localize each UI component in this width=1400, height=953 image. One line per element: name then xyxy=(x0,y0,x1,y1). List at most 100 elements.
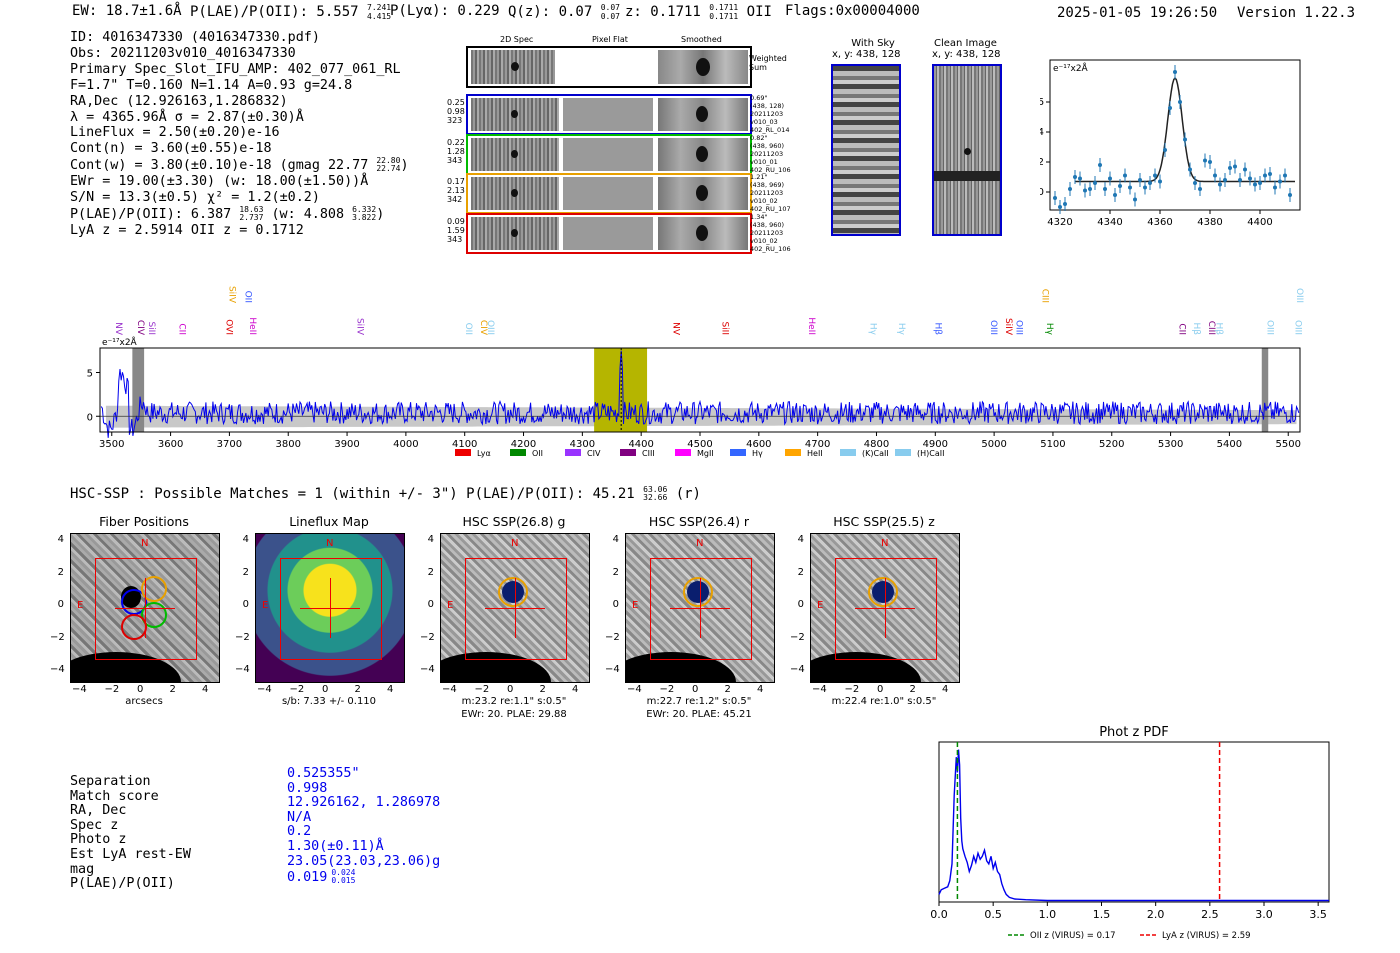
panel-ytick-label: −4 xyxy=(420,664,435,675)
panel-sub: EWr: 20. PLAE: 45.21 xyxy=(646,709,752,720)
line-fit-point xyxy=(1178,100,1182,104)
line-fit-point xyxy=(1218,182,1222,187)
cutout-right-value: v010_01 xyxy=(750,157,778,166)
info-contw: Cont(w) = 3.80(±0.10)e-18 (gmag 22.77 22… xyxy=(70,156,409,174)
weighted-sum-2dspec xyxy=(471,50,555,84)
spectrum-line-label: CII xyxy=(1176,323,1186,335)
line-fit-point xyxy=(1128,185,1132,190)
spectrum-xtick-label: 4800 xyxy=(864,439,889,450)
cutout-row-2 xyxy=(466,173,752,214)
line-fit-point xyxy=(1233,164,1237,169)
spectrum-line-label: OII xyxy=(463,323,473,335)
photz-xtick-label: 0.0 xyxy=(930,908,948,921)
info-plae: P(LAE)/P(OII): 6.387 18.63 2.737 (w: 4.80… xyxy=(70,204,385,222)
line-fit-point xyxy=(1068,187,1072,191)
photz-pdf-chart: Phot z PDF 0.0 0.5 1.0 1.5 2.0 2.5 3.0 3.5 OII z … xyxy=(930,725,1330,941)
spectrum-legend-label: HeII xyxy=(807,449,823,458)
spectrum-legend-swatch xyxy=(565,449,581,456)
info-params: F=1.7" T=0.160 N=1.14 A=0.93 g=24.8 xyxy=(70,77,353,93)
panel-ytick-label: −2 xyxy=(50,631,65,643)
header-datetime: 2025-01-05 19:26:50 xyxy=(1057,5,1218,21)
line-fit-xtick-label: 4340 xyxy=(1097,217,1122,228)
line-fit-point xyxy=(1133,197,1137,202)
spectrum-legend-swatch xyxy=(675,449,691,456)
panel-xtick-label: 2 xyxy=(354,684,361,695)
line-fit-point xyxy=(1163,148,1167,152)
cutout-flat xyxy=(563,98,653,131)
panel-xtick-label: 4 xyxy=(942,684,949,695)
line-fit-point xyxy=(1073,175,1077,179)
panel-aperture xyxy=(498,577,528,607)
cutout-flat xyxy=(563,177,653,210)
cutout-smoothed xyxy=(658,98,748,131)
cutout-right-value: 402_RU_106 xyxy=(750,165,791,174)
info-id: ID: 4016347330 (4016347330.pdf) xyxy=(70,30,320,45)
cutout-left-values: 0.22 1.28 343 xyxy=(447,138,465,165)
panel-xtick-label: 2 xyxy=(169,684,176,695)
line-fit-point xyxy=(1258,181,1262,185)
panel-xtick-label: 4 xyxy=(387,684,394,695)
panel-xtick-label: 2 xyxy=(539,684,546,695)
with-sky-xy: x, y: 438, 128 xyxy=(832,49,901,60)
spectrum-line-label: OIII xyxy=(1294,288,1304,303)
info-contw-hi: 22.80 xyxy=(376,156,401,166)
with-sky-image xyxy=(831,64,901,236)
spectrum-line-label: SiII xyxy=(719,321,729,335)
spectrum-xtick-label: 4500 xyxy=(687,439,712,450)
spectrum-legend-label: (H)CaII xyxy=(917,449,944,458)
compass-n: N xyxy=(696,538,704,549)
spectrum-line-label: Hβ xyxy=(1191,322,1201,335)
panel-ytick-label: 4 xyxy=(612,534,619,545)
info-radec: RA,Dec (12.926163,1.286832) xyxy=(70,93,288,109)
match-value-text: 0.998 xyxy=(287,780,328,796)
hsc-header: HSC-SSP : Possible Matches = 1 (within +… xyxy=(70,486,701,503)
header-plae-hi: 7.241 xyxy=(367,3,392,12)
line-fit-point xyxy=(1223,178,1227,182)
line-fit-point xyxy=(1248,176,1252,181)
cutout-right-value: v010_02 xyxy=(750,197,778,205)
spectrum-xtick-label: 5200 xyxy=(1099,439,1124,450)
cutout-2dspec xyxy=(471,98,559,131)
panel-xlabel: m:22.4 re:1.0" s:0.5" xyxy=(831,696,937,707)
panel-ytick-label: −2 xyxy=(790,631,805,643)
clean-image xyxy=(932,64,1002,236)
match-value: 0.998 xyxy=(287,780,440,797)
spectrum-legend-swatch xyxy=(895,449,911,456)
match-plae-hi: 0.024 xyxy=(331,868,356,878)
cutout-right-value: 0.82" xyxy=(750,133,768,142)
panel-box xyxy=(650,558,752,660)
cutout-right-values: 0.69" (438, 128) 20211203 v010_03 402_RL_014 xyxy=(750,94,789,134)
panel-xtick-label: 4 xyxy=(572,684,579,695)
cutout-right-value: 20211203 xyxy=(750,189,784,197)
info-contw-lo: 22.74 xyxy=(376,164,401,174)
line-fit-point xyxy=(1263,173,1267,178)
spectrum-xtick-label: 3900 xyxy=(334,439,359,450)
match-plae-lo: 0.015 xyxy=(331,876,356,886)
panel-cross-h xyxy=(670,608,730,609)
match-value: 12.926162, 1.286978 xyxy=(287,795,440,811)
photz-legend-label: LyA z (VIRUS) = 2.59 xyxy=(1162,931,1251,941)
header-version: Version 1.22.3 xyxy=(1237,5,1356,21)
panel-ytick-label: 4 xyxy=(427,534,434,545)
cutout-left-value: 343 xyxy=(447,155,463,165)
spectrum-legend-swatch xyxy=(840,449,856,456)
cutout-right-value: 1.34" xyxy=(750,212,768,221)
panel-xlabel: s/b: 7.33 +/- 0.110 xyxy=(281,696,377,707)
spectrum-line xyxy=(100,350,1300,438)
header-z-value: z: 0.1711 xyxy=(625,4,701,20)
spectrum-xtick-label: 3800 xyxy=(276,439,301,450)
cutout-smoothed-source xyxy=(696,106,708,122)
line-fit-point xyxy=(1078,176,1082,181)
spectrum-line-label: SiII xyxy=(146,321,156,335)
match-value-text: 23.05(23.03,23.06)g xyxy=(287,853,441,869)
spectrum-xtick-label: 5000 xyxy=(981,439,1006,450)
spectrum-line-label: CIV xyxy=(478,320,488,336)
cutout-right-values: 1.34" (438, 960) 20211203 v010_02 402_RU_106 xyxy=(750,213,791,253)
with-sky-title: With Sky xyxy=(845,38,901,49)
weighted-sum-label: Weighted Sum xyxy=(749,54,787,72)
match-key: Match score xyxy=(70,788,159,804)
line-fit-point xyxy=(1058,205,1062,209)
line-fit-point xyxy=(1148,181,1152,185)
line-fit-model xyxy=(1075,76,1295,183)
